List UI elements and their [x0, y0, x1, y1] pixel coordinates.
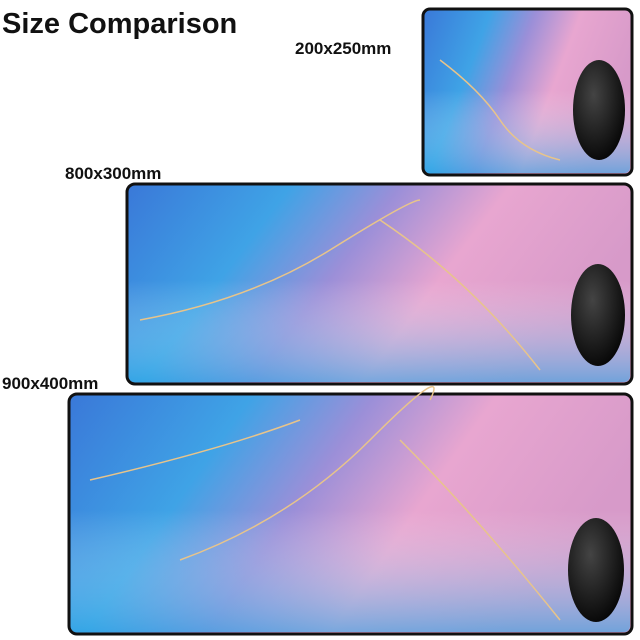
size-label: 200x250mm [295, 39, 391, 58]
size-label: 800x300mm [65, 164, 161, 183]
pad-large [67, 385, 634, 636]
pad-medium [125, 182, 634, 386]
title: Size Comparison [2, 8, 237, 40]
size-label: 900x400mm [2, 374, 98, 393]
pad-small [421, 7, 634, 177]
